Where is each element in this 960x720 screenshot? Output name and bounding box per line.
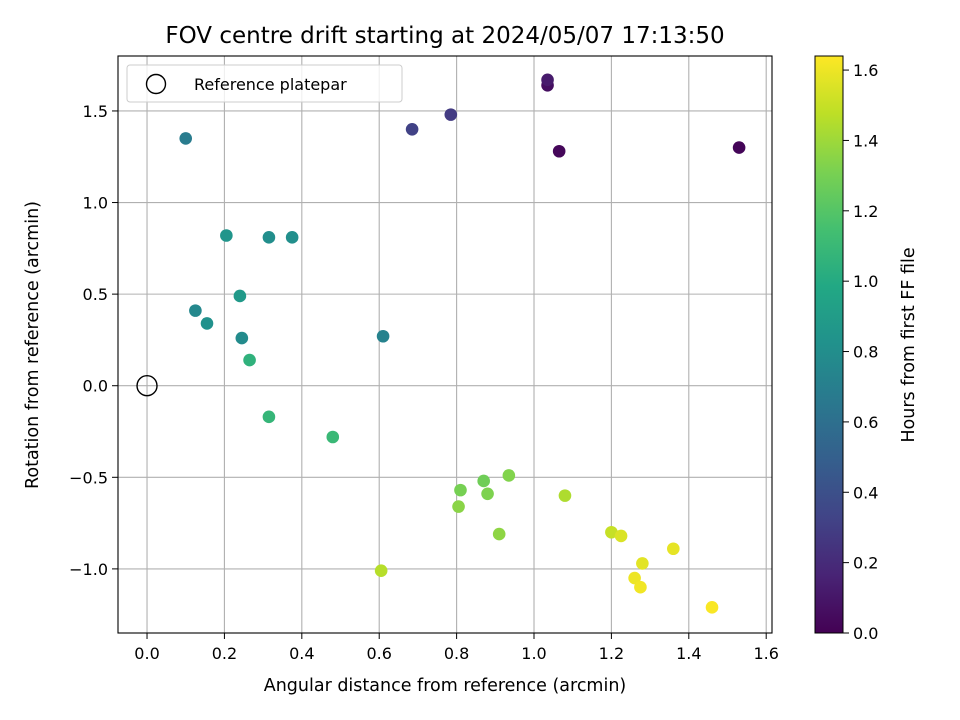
x-tick-label: 1.2: [599, 644, 624, 663]
data-point: [233, 289, 247, 303]
data-point: [189, 304, 202, 317]
data-point: [243, 353, 256, 367]
y-tick-label: 1.5: [83, 102, 108, 121]
reference-platepar-marker: [136, 375, 158, 397]
data-point: [541, 73, 554, 87]
data-point: [454, 483, 467, 497]
data-point: [614, 529, 628, 543]
y-tick-label: −1.0: [69, 560, 108, 579]
x-tick-label: 0.6: [366, 644, 391, 663]
data-point: [374, 564, 388, 578]
legend-label: Reference platepar: [194, 75, 347, 94]
x-tick-label: 1.0: [521, 644, 546, 663]
colorbar-tick-label: 1.4: [853, 131, 878, 150]
data-point: [628, 571, 641, 585]
data-point: [220, 229, 233, 242]
x-axis-ticks: 0.0 0.2 0.4 0.6 0.8 1.0 1.2 1.4 1.6: [134, 633, 779, 663]
data-point: [200, 317, 214, 330]
x-tick-label: 0.0: [134, 644, 159, 663]
x-tick-label: 0.4: [289, 644, 314, 663]
x-tick-label: 0.8: [444, 644, 469, 663]
legend-box: [126, 64, 403, 103]
data-point: [235, 331, 249, 345]
x-tick-label: 0.2: [212, 644, 237, 663]
colorbar-tick-label: 0.0: [853, 624, 878, 643]
colorbar-tick-label: 1.0: [853, 272, 878, 291]
data-point: [262, 231, 276, 244]
y-axis-label: Rotation from reference (arcmin): [23, 201, 43, 489]
data-point: [326, 430, 340, 444]
data-point: [552, 144, 566, 158]
data-point: [477, 474, 490, 488]
data-point: [481, 487, 494, 501]
grid-lines: [118, 56, 772, 633]
data-point: [376, 329, 390, 343]
plot-frame: [117, 55, 773, 634]
colorbar-tick-label: 0.2: [853, 554, 878, 573]
data-point: [636, 557, 649, 570]
data-point: [285, 231, 299, 244]
colorbar-tick-label: 0.6: [853, 413, 878, 432]
y-axis-ticks: 1.5 1.0 0.5 0.0 −0.5 −1.0: [69, 102, 118, 579]
data-point: [732, 141, 746, 154]
data-point: [705, 601, 719, 614]
colorbar: 0.0 0.2 0.4 0.6 0.8 1.0 1.2 1.4 1.6 Hours from f…: [814, 55, 919, 643]
data-point: [605, 525, 618, 539]
data-point: [667, 542, 680, 556]
data-point: [405, 122, 419, 136]
y-tick-label: 0.0: [83, 377, 108, 396]
y-tick-label: 1.0: [83, 194, 108, 213]
data-point: [179, 132, 193, 145]
colorbar-tick-label: 0.4: [853, 483, 878, 502]
x-tick-label: 1.6: [753, 644, 778, 663]
data-point: [634, 580, 647, 594]
y-tick-label: −0.5: [69, 468, 108, 487]
colorbar-tick-label: 0.8: [853, 343, 878, 362]
chart-title: FOV centre drift starting at 2024/05/07 …: [165, 23, 724, 49]
x-tick-label: 1.4: [676, 644, 701, 663]
data-point: [444, 108, 458, 121]
data-point: [502, 469, 516, 482]
data-point: [452, 500, 465, 513]
y-tick-label: 0.5: [83, 285, 108, 304]
x-axis-label: Angular distance from reference (arcmin): [264, 676, 627, 696]
data-point: [558, 489, 572, 502]
data-point: [262, 410, 276, 424]
legend-marker: [145, 73, 167, 95]
colorbar-label: Hours from first FF file: [899, 247, 919, 442]
legend: Reference platepar: [126, 64, 403, 103]
colorbar-tick-label: 1.2: [853, 202, 878, 221]
data-point: [492, 527, 506, 541]
data-points: [136, 73, 746, 614]
colorbar-tick-label: 1.6: [853, 61, 878, 80]
colorbar-gradient: [814, 55, 844, 634]
colorbar-ticks: 0.0 0.2 0.4 0.6 0.8 1.0 1.2 1.4 1.6: [843, 61, 878, 643]
